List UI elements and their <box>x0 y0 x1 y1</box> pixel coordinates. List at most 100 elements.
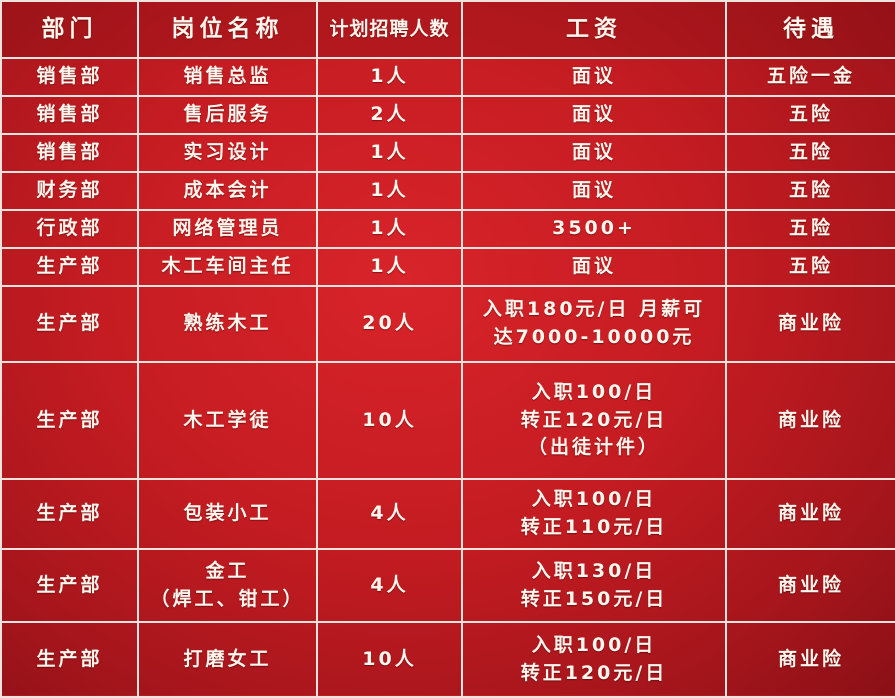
table-row: 生产部 包装小工 4人 入职100/日 转正110元/日 商业险 <box>0 478 895 550</box>
salary-line: 入职100/日 <box>531 488 657 511</box>
salary-line: 入职180元/日 月薪可 <box>482 298 706 321</box>
salary-line: 转正110元/日 <box>520 516 668 538</box>
salary-cell: 面议 <box>461 247 727 287</box>
salary-cell: 入职130/日 转正150元/日 <box>461 548 727 623</box>
header-row: 部门 岗位名称 计划招聘人数 工资 待遇 <box>0 0 895 59</box>
table-row: 生产部 熟练木工 20人 入职180元/日 月薪可 达7000-10000元 商业险 <box>0 285 895 363</box>
count-cell: 4人 <box>316 478 463 550</box>
dept-cell: 生产部 <box>0 478 139 550</box>
salary-cell: 入职100/日 转正120元/日 <box>461 621 727 698</box>
salary-line: 入职100/日 <box>531 633 657 656</box>
position-line: 打磨女工 <box>183 647 272 670</box>
position-line: （焊工、钳工） <box>150 587 305 610</box>
position-line: 网络管理员 <box>172 217 283 240</box>
table-row: 财务部 成本会计 1人 面议 五险 <box>0 171 895 211</box>
dept-cell: 生产部 <box>0 285 139 363</box>
count-cell: 1人 <box>316 171 463 211</box>
count-cell: 1人 <box>316 209 463 249</box>
header-position: 岗位名称 <box>137 0 318 59</box>
position-cell: 打磨女工 <box>137 621 318 698</box>
benefit-cell: 商业险 <box>725 361 895 480</box>
position-line: 售后服务 <box>183 103 272 126</box>
position-cell: 木工学徒 <box>137 361 318 480</box>
position-line: 木工车间主任 <box>161 255 294 278</box>
count-cell: 10人 <box>316 361 463 480</box>
table-row: 销售部 实习设计 1人 面议 五险 <box>0 133 895 173</box>
salary-line: 面议 <box>571 255 616 278</box>
table-row: 生产部 木工车间主任 1人 面议 五险 <box>0 247 895 287</box>
position-line: 木工学徒 <box>183 408 272 431</box>
dept-cell: 生产部 <box>0 548 139 623</box>
benefit-cell: 五险 <box>725 133 895 173</box>
position-cell: 熟练木工 <box>137 285 318 363</box>
dept-cell: 生产部 <box>0 621 139 698</box>
table-row: 销售部 售后服务 2人 面议 五险 <box>0 95 895 135</box>
salary-cell: 入职100/日 转正120元/日 （出徒计件） <box>461 361 727 480</box>
table-row: 生产部 打磨女工 10人 入职100/日 转正120元/日 商业险 <box>0 621 895 698</box>
position-line: 成本会计 <box>183 179 272 202</box>
count-cell: 1人 <box>316 133 463 173</box>
position-cell: 售后服务 <box>137 95 318 135</box>
dept-cell: 销售部 <box>0 57 139 97</box>
position-line: 实习设计 <box>183 141 272 164</box>
header-salary: 工资 <box>461 0 727 59</box>
salary-line: 转正120元/日 <box>520 661 668 684</box>
position-cell: 实习设计 <box>137 133 318 173</box>
dept-cell: 生产部 <box>0 247 139 287</box>
salary-cell: 3500+ <box>461 209 727 249</box>
salary-line: 3500+ <box>552 217 636 240</box>
dept-cell: 销售部 <box>0 133 139 173</box>
count-cell: 1人 <box>316 247 463 287</box>
dept-cell: 销售部 <box>0 95 139 135</box>
table-row: 生产部 金工 （焊工、钳工） 4人 入职130/日 转正150元/日 商业险 <box>0 548 895 623</box>
table-row: 行政部 网络管理员 1人 3500+ 五险 <box>0 209 895 249</box>
position-cell: 成本会计 <box>137 171 318 211</box>
salary-cell: 面议 <box>461 171 727 211</box>
salary-cell: 面议 <box>461 133 727 173</box>
position-cell: 销售总监 <box>137 57 318 97</box>
position-line: 包装小工 <box>183 502 272 525</box>
salary-line: 面议 <box>571 179 616 202</box>
salary-line: 入职130/日 <box>531 559 657 582</box>
position-line: 金工 <box>205 559 250 582</box>
position-cell: 包装小工 <box>137 478 318 550</box>
position-cell: 网络管理员 <box>137 209 318 249</box>
count-cell: 2人 <box>316 95 463 135</box>
salary-line: 转正120元/日 <box>520 408 668 431</box>
dept-cell: 行政部 <box>0 209 139 249</box>
table-row: 销售部 销售总监 1人 面议 五险一金 <box>0 57 895 97</box>
header-count: 计划招聘人数 <box>316 0 463 59</box>
count-cell: 20人 <box>316 285 463 363</box>
salary-line: 入职100/日 <box>531 381 657 404</box>
salary-line: 面议 <box>571 141 616 164</box>
count-cell: 4人 <box>316 548 463 623</box>
salary-line: 转正150元/日 <box>520 587 668 610</box>
position-line: 销售总监 <box>183 65 272 88</box>
benefit-cell: 五险一金 <box>725 57 895 97</box>
header-dept: 部门 <box>0 0 139 59</box>
salary-line: 面议 <box>571 103 616 126</box>
dept-cell: 生产部 <box>0 361 139 480</box>
benefit-cell: 商业险 <box>725 621 895 698</box>
salary-cell: 面议 <box>461 95 727 135</box>
position-cell: 金工 （焊工、钳工） <box>137 548 318 623</box>
position-cell: 木工车间主任 <box>137 247 318 287</box>
benefit-cell: 五险 <box>725 247 895 287</box>
salary-cell: 入职180元/日 月薪可 达7000-10000元 <box>461 285 727 363</box>
dept-cell: 财务部 <box>0 171 139 211</box>
salary-cell: 面议 <box>461 57 727 97</box>
benefit-cell: 五险 <box>725 95 895 135</box>
header-benefit: 待遇 <box>725 0 895 59</box>
benefit-cell: 商业险 <box>725 548 895 623</box>
count-cell: 1人 <box>316 57 463 97</box>
salary-cell: 入职100/日 转正110元/日 <box>461 478 727 550</box>
benefit-cell: 商业险 <box>725 285 895 363</box>
benefit-cell: 五险 <box>725 209 895 249</box>
salary-line: （出徒计件） <box>527 436 660 459</box>
salary-line: 面议 <box>571 65 616 88</box>
position-line: 熟练木工 <box>183 312 272 335</box>
benefit-cell: 五险 <box>725 171 895 211</box>
benefit-cell: 商业险 <box>725 478 895 550</box>
table-row: 生产部 木工学徒 10人 入职100/日 转正120元/日 （出徒计件） 商业险 <box>0 361 895 480</box>
